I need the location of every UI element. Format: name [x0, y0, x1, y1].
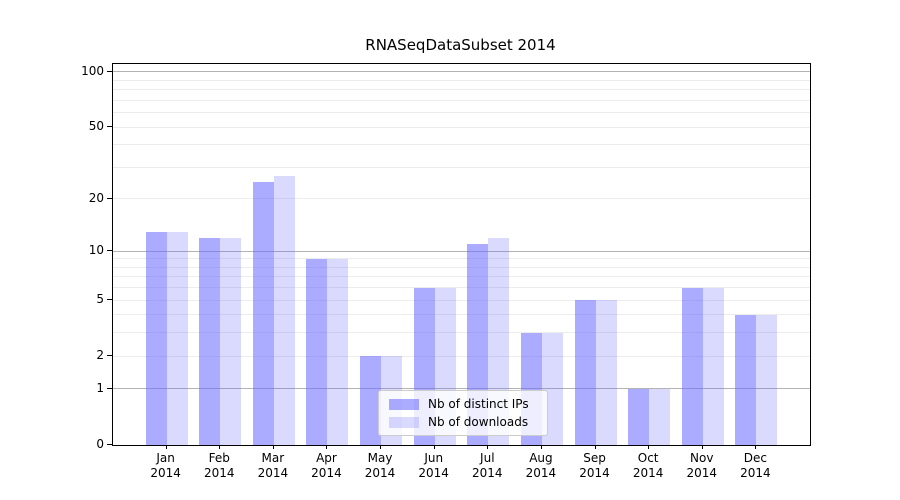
bar-apr-distinct-ips — [306, 258, 328, 445]
bar-apr-downloads — [327, 258, 349, 445]
gridline-minor-50 — [113, 126, 810, 128]
bar-nov-downloads — [702, 287, 724, 445]
gridline-minor-4 — [113, 314, 810, 316]
legend: Nb of distinct IPs Nb of downloads — [378, 390, 548, 436]
gridline-minor-80 — [113, 89, 810, 91]
x-tick-label-feb: Feb 2014 — [203, 451, 235, 480]
x-tick-mark — [755, 445, 757, 449]
gridline-minor-9 — [113, 258, 810, 260]
y-tick-mark — [107, 197, 112, 199]
gridline-minor-6 — [113, 287, 810, 289]
bar-mar-distinct-ips — [252, 181, 274, 445]
x-tick-label-dec: Dec 2014 — [740, 451, 771, 480]
bar-feb-downloads — [220, 237, 242, 445]
chart-title: RNASeqDataSubset 2014 — [365, 36, 556, 54]
gridline-major-1 — [113, 388, 810, 390]
gridline-major-100 — [113, 71, 810, 73]
gridline-minor-5 — [113, 299, 810, 301]
gridline-minor-60 — [113, 112, 810, 114]
gridline-minor-20 — [113, 198, 810, 200]
gridline-minor-2 — [113, 355, 810, 357]
legend-swatch-icon — [389, 416, 419, 428]
bar-sep-distinct-ips — [574, 300, 596, 445]
x-tick-mark — [219, 445, 221, 449]
x-tick-mark — [165, 445, 167, 449]
y-tick-mark — [107, 444, 112, 445]
y-tick-label-2: 2 — [96, 348, 104, 363]
y-tick-label-50: 50 — [88, 119, 104, 134]
legend-entry-distinct-ips: Nb of distinct IPs — [389, 397, 537, 411]
y-tick-label-100: 100 — [81, 63, 104, 78]
x-tick-label-oct: Oct 2014 — [632, 451, 664, 480]
y-tick-label-5: 5 — [96, 292, 104, 307]
x-tick-label-jan: Jan 2014 — [150, 451, 181, 480]
gridline-minor-3 — [113, 332, 810, 334]
bar-oct-distinct-ips — [628, 388, 650, 445]
bar-nov-distinct-ips — [681, 287, 703, 445]
x-tick-label-jun: Jun 2014 — [418, 451, 449, 480]
y-tick-mark — [107, 299, 112, 301]
y-tick-label-1: 1 — [96, 380, 104, 395]
y-tick-label-10: 10 — [88, 243, 104, 258]
plot-area: Nb of distinct IPs Nb of downloads — [112, 63, 811, 446]
x-tick-label-jul: Jul 2014 — [472, 451, 503, 480]
bar-feb-distinct-ips — [199, 237, 221, 445]
legend-label: Nb of distinct IPs — [428, 397, 529, 411]
bar-oct-downloads — [649, 388, 671, 445]
gridline-minor-30 — [113, 166, 810, 168]
gridline-minor-40 — [113, 144, 810, 146]
x-tick-mark — [648, 445, 650, 449]
x-tick-label-apr: Apr 2014 — [311, 451, 342, 480]
x-tick-label-mar: Mar 2014 — [257, 451, 289, 480]
x-tick-mark — [326, 445, 328, 449]
gridline-minor-70 — [113, 99, 810, 101]
legend-entry-downloads: Nb of downloads — [389, 415, 537, 429]
y-tick-mark — [107, 70, 112, 72]
legend-swatch-icon — [389, 398, 419, 410]
gridline-minor-90 — [113, 79, 810, 81]
y-tick-mark — [107, 126, 112, 128]
x-tick-mark — [594, 445, 596, 449]
bar-dec-distinct-ips — [735, 314, 757, 445]
x-tick-mark — [540, 445, 542, 449]
y-tick-mark — [107, 387, 112, 389]
x-tick-label-aug: Aug 2014 — [525, 451, 557, 480]
gridline-minor-8 — [113, 266, 810, 268]
bar-sep-downloads — [595, 300, 617, 445]
x-tick-mark — [272, 445, 274, 449]
legend-label: Nb of downloads — [428, 415, 529, 429]
x-tick-mark — [433, 445, 435, 449]
bar-jan-downloads — [166, 231, 188, 445]
y-tick-mark — [107, 250, 112, 252]
gridline-major-10 — [113, 250, 810, 252]
gridline-minor-7 — [113, 276, 810, 278]
y-tick-label-20: 20 — [88, 190, 104, 205]
y-tick-mark — [107, 355, 112, 357]
x-tick-mark — [380, 445, 382, 449]
bar-mar-downloads — [273, 175, 295, 445]
bar-jan-distinct-ips — [145, 231, 167, 445]
x-tick-label-sep: Sep 2014 — [579, 451, 610, 480]
y-tick-label-0: 0 — [96, 437, 104, 451]
bar-dec-downloads — [756, 314, 778, 445]
x-tick-label-nov: Nov 2014 — [686, 451, 718, 480]
x-tick-mark — [487, 445, 489, 449]
x-tick-label-may: May 2014 — [364, 451, 396, 480]
bar-may-distinct-ips — [360, 356, 382, 445]
x-tick-mark — [701, 445, 703, 449]
